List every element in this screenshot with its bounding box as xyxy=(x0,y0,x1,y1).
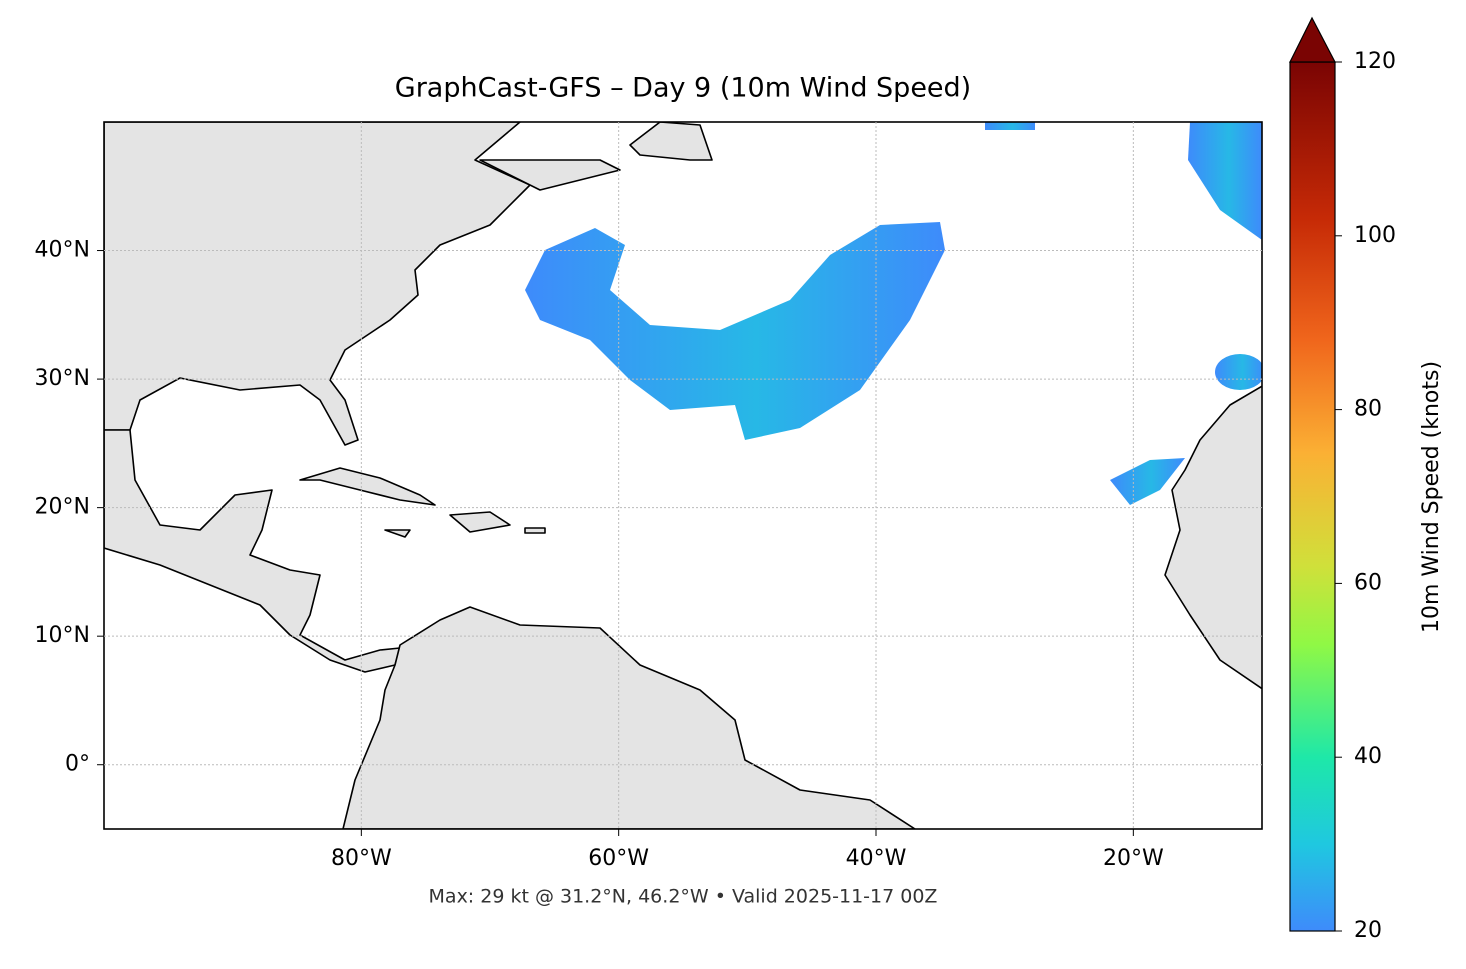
x-tick-label: 80°W xyxy=(331,846,392,871)
colorbar-tick-label: 120 xyxy=(1354,49,1396,74)
maritimes xyxy=(479,159,621,191)
colorbar-tick-label: 100 xyxy=(1354,223,1396,248)
colorbar-tick-label: 20 xyxy=(1354,918,1382,943)
colorbar xyxy=(1289,61,1336,932)
footer-note: Max: 29 kt @ 31.2°N, 46.2°W • Valid 2025… xyxy=(429,886,938,908)
colorbar-extend xyxy=(1289,16,1336,63)
wind-field xyxy=(525,222,945,440)
newfoundland xyxy=(629,122,713,161)
x-tick-label: 40°W xyxy=(846,846,907,871)
hispaniola xyxy=(449,511,511,533)
africa xyxy=(1164,385,1262,690)
wind-field xyxy=(1110,458,1185,505)
wind-field xyxy=(1188,122,1262,240)
colorbar-label: 10m Wind Speed (knots) xyxy=(1419,361,1444,633)
y-tick-label: 0° xyxy=(65,752,90,777)
map-area xyxy=(104,122,1262,829)
wind-field xyxy=(1215,354,1262,390)
south-america xyxy=(342,606,916,829)
jamaica xyxy=(384,529,411,538)
y-tick-label: 10°N xyxy=(35,623,90,648)
colorbar-tick-label: 40 xyxy=(1354,744,1382,769)
central-america xyxy=(104,429,401,673)
colorbar-tick-label: 80 xyxy=(1354,397,1382,422)
chart-title: GraphCast-GFS – Day 9 (10m Wind Speed) xyxy=(395,73,971,104)
x-tick-label: 60°W xyxy=(588,846,649,871)
puerto-rico xyxy=(524,527,546,534)
wind-field xyxy=(985,122,1035,130)
y-tick-label: 40°N xyxy=(35,238,90,263)
y-tick-label: 20°N xyxy=(35,495,90,520)
north-america xyxy=(104,122,531,446)
plot-frame xyxy=(103,121,1263,830)
cuba xyxy=(299,467,436,506)
colorbar-tick-label: 60 xyxy=(1354,570,1382,595)
x-tick-label: 20°W xyxy=(1103,846,1164,871)
y-tick-label: 30°N xyxy=(35,366,90,391)
